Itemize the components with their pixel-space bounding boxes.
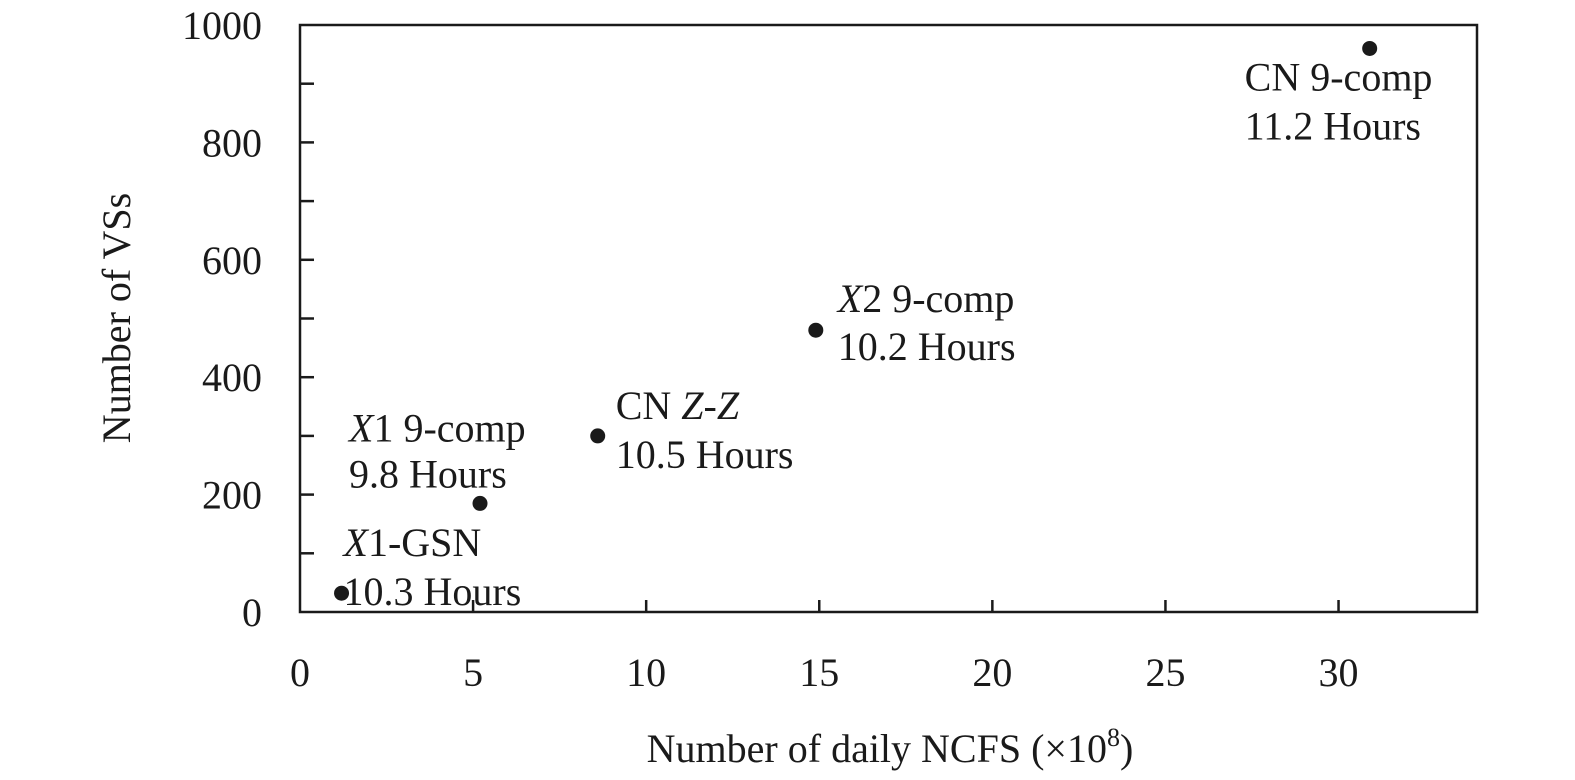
- point-label-hours: 10.5 Hours: [616, 432, 794, 477]
- point-label-hours: 10.3 Hours: [344, 569, 522, 614]
- point-label-name: CN 9-comp: [1245, 54, 1433, 99]
- x-tick-label: 20: [972, 650, 1012, 695]
- x-tick-label: 10: [626, 650, 666, 695]
- point-label-hours: 9.8 Hours: [349, 451, 507, 496]
- x-axis-title: Number of daily NCFS (×108): [647, 723, 1134, 771]
- y-axis-title: Number of VSs: [94, 193, 139, 443]
- y-tick-label: 600: [202, 238, 262, 283]
- x-tick-label: 25: [1145, 650, 1185, 695]
- y-tick-label: 400: [202, 355, 262, 400]
- y-tick-label: 0: [242, 590, 262, 635]
- y-axis-ticks: 0 200 400 600 800 1000: [182, 3, 314, 635]
- data-point: [334, 585, 350, 601]
- x-tick-label: 5: [463, 650, 483, 695]
- point-label-hours: 11.2 Hours: [1245, 103, 1421, 148]
- x-tick-label: 0: [290, 650, 310, 695]
- data-points: [334, 40, 1378, 601]
- data-point: [808, 322, 824, 338]
- y-tick-label: 1000: [182, 3, 262, 48]
- point-label-name: X1-GSN: [342, 520, 482, 565]
- x-tick-label: 15: [799, 650, 839, 695]
- point-label-name: X2 9-comp: [836, 276, 1015, 321]
- y-tick-label: 200: [202, 473, 262, 518]
- data-point: [1362, 40, 1378, 56]
- x-tick-label: 30: [1319, 650, 1359, 695]
- data-point: [590, 428, 606, 444]
- point-label-name: X1 9-comp: [347, 405, 526, 450]
- x-axis-ticks: 0 5 10 15 20 25 30: [290, 600, 1359, 695]
- y-tick-label: 800: [202, 120, 262, 165]
- data-point: [472, 495, 488, 511]
- point-label-name: CN Z-Z: [616, 383, 740, 428]
- point-label-hours: 10.2 Hours: [838, 324, 1016, 369]
